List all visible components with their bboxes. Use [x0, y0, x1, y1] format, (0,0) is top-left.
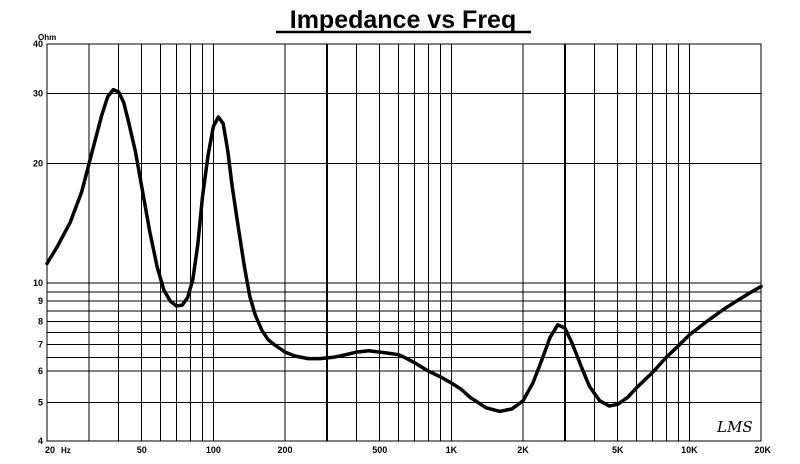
y-tick-label: 5	[38, 398, 43, 408]
x-tick-label: 2K	[517, 445, 529, 455]
y-axis-ticks: 4 5 6 7 8 9 10 20 30 40	[33, 39, 43, 446]
x-tick-label: 20K	[754, 445, 771, 455]
y-tick-label: 4	[38, 436, 43, 446]
x-tick-label: 500	[372, 445, 387, 455]
y-tick-label: 40	[33, 39, 43, 49]
x-tick-label: 100	[206, 445, 221, 455]
x-tick-label: 5K	[612, 445, 624, 455]
x-tick-label: 200	[277, 445, 292, 455]
x-tick-label: 50	[137, 445, 147, 455]
x-tick-label: 10K	[681, 445, 698, 455]
chart-title: Impedance vs Freq	[290, 6, 516, 34]
x-tick-label: 1K	[446, 445, 458, 455]
y-tick-label: 7	[38, 340, 43, 350]
y-tick-label: 9	[38, 296, 43, 306]
y-tick-label: 20	[33, 159, 43, 169]
lms-logo: LMS	[716, 418, 753, 436]
y-tick-label: 8	[38, 316, 43, 326]
grid	[46, 43, 762, 442]
x-axis-unit: Hz	[61, 446, 71, 455]
y-tick-label: 10	[33, 278, 43, 288]
impedance-curve	[45, 87, 763, 414]
plot-frame	[46, 43, 762, 442]
x-tick-label: 20	[45, 445, 55, 455]
y-tick-label: 6	[38, 366, 43, 376]
y-tick-label: 30	[33, 89, 43, 99]
x-axis-ticks: 20 50 100 200 500 1K 2K 5K 10K 20K	[45, 445, 771, 455]
y-axis-unit: Ohm	[38, 33, 56, 42]
